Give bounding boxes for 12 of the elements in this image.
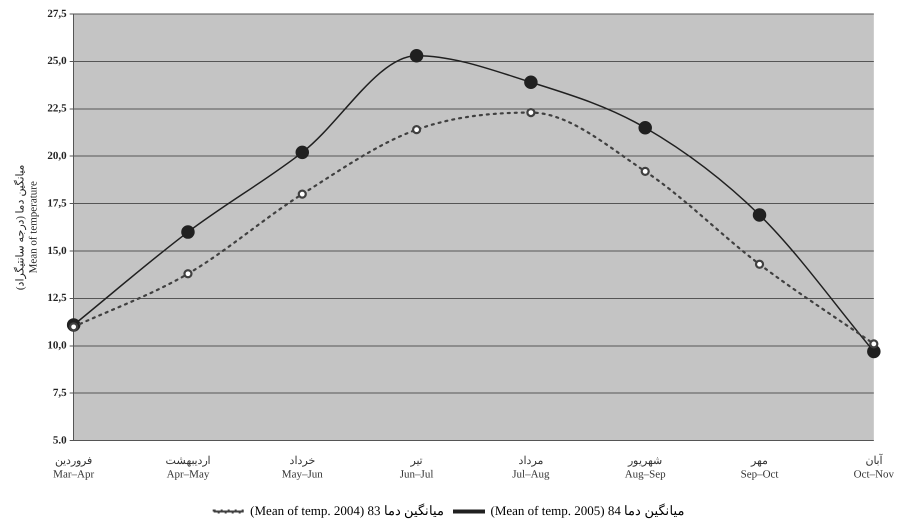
legend-label: (Mean of temp. 2004) 83 میانگین دما: [250, 502, 444, 519]
y-tick-label: 10,0: [47, 340, 68, 352]
y-tick-label: 25,0: [47, 55, 68, 68]
y-tick-label: 12,5: [47, 292, 68, 304]
y-tick-label: 27,5: [47, 8, 68, 20]
y-tick-label: 15,0: [47, 244, 68, 257]
y-tick-label: 7,5: [52, 387, 68, 400]
legend-label: (Mean of temp. 2005) 84 میانگین دما: [490, 502, 684, 519]
y-tick-label: 20,0: [47, 150, 68, 162]
y-tick-label: 17,5: [47, 197, 68, 210]
y-tick-label: 5.0: [52, 434, 68, 446]
y-tick-label: 22,5: [47, 102, 68, 115]
